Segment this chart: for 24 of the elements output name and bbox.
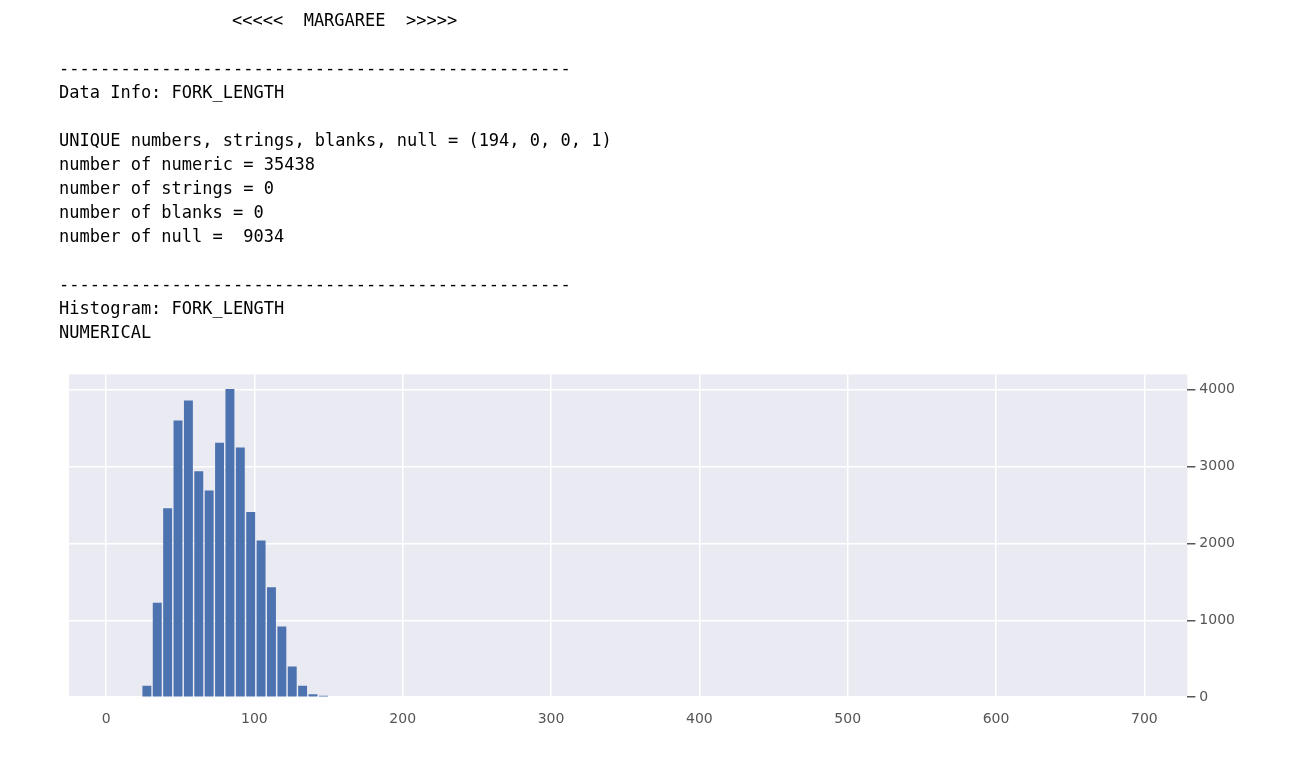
x-tick-label: 700 — [1130, 710, 1158, 727]
text: NUMERICAL — [59, 321, 153, 344]
y-tick-label: 0 — [1199, 687, 1209, 704]
text: Histogram: FORK_LENGTH — [59, 297, 286, 320]
x-tick-label: 300 — [537, 710, 565, 727]
x-tick-label: 500 — [834, 710, 862, 727]
text: -------------------------------------------------- — [59, 57, 572, 80]
x-tick-label: 400 — [686, 710, 713, 727]
text: number of numeric = 35438 — [59, 153, 316, 176]
y-tick-label: 4000 — [1199, 380, 1236, 397]
text: UNIQUE numbers, strings, blanks, null = (194, 0, 0, 1) — [59, 129, 613, 152]
x-tick-label: 0 — [101, 710, 111, 727]
y-tick-label: 2000 — [1199, 534, 1236, 551]
text: number of blanks = 0 — [59, 201, 265, 224]
x-tick-label: 600 — [982, 710, 1010, 727]
text: -------------------------------------------------- — [59, 273, 572, 296]
text: Data Info: FORK_LENGTH — [59, 81, 286, 104]
x-tick-label: 200 — [389, 710, 417, 727]
y-tick-label: 3000 — [1199, 457, 1236, 474]
text: number of strings = 0 — [59, 177, 275, 200]
x-tick-label: 100 — [241, 710, 268, 727]
y-tick-label: 1000 — [1199, 610, 1236, 627]
chart-title: <<<<< MARGAREE >>>>> — [232, 9, 459, 32]
text: number of null = 9034 — [59, 225, 286, 248]
